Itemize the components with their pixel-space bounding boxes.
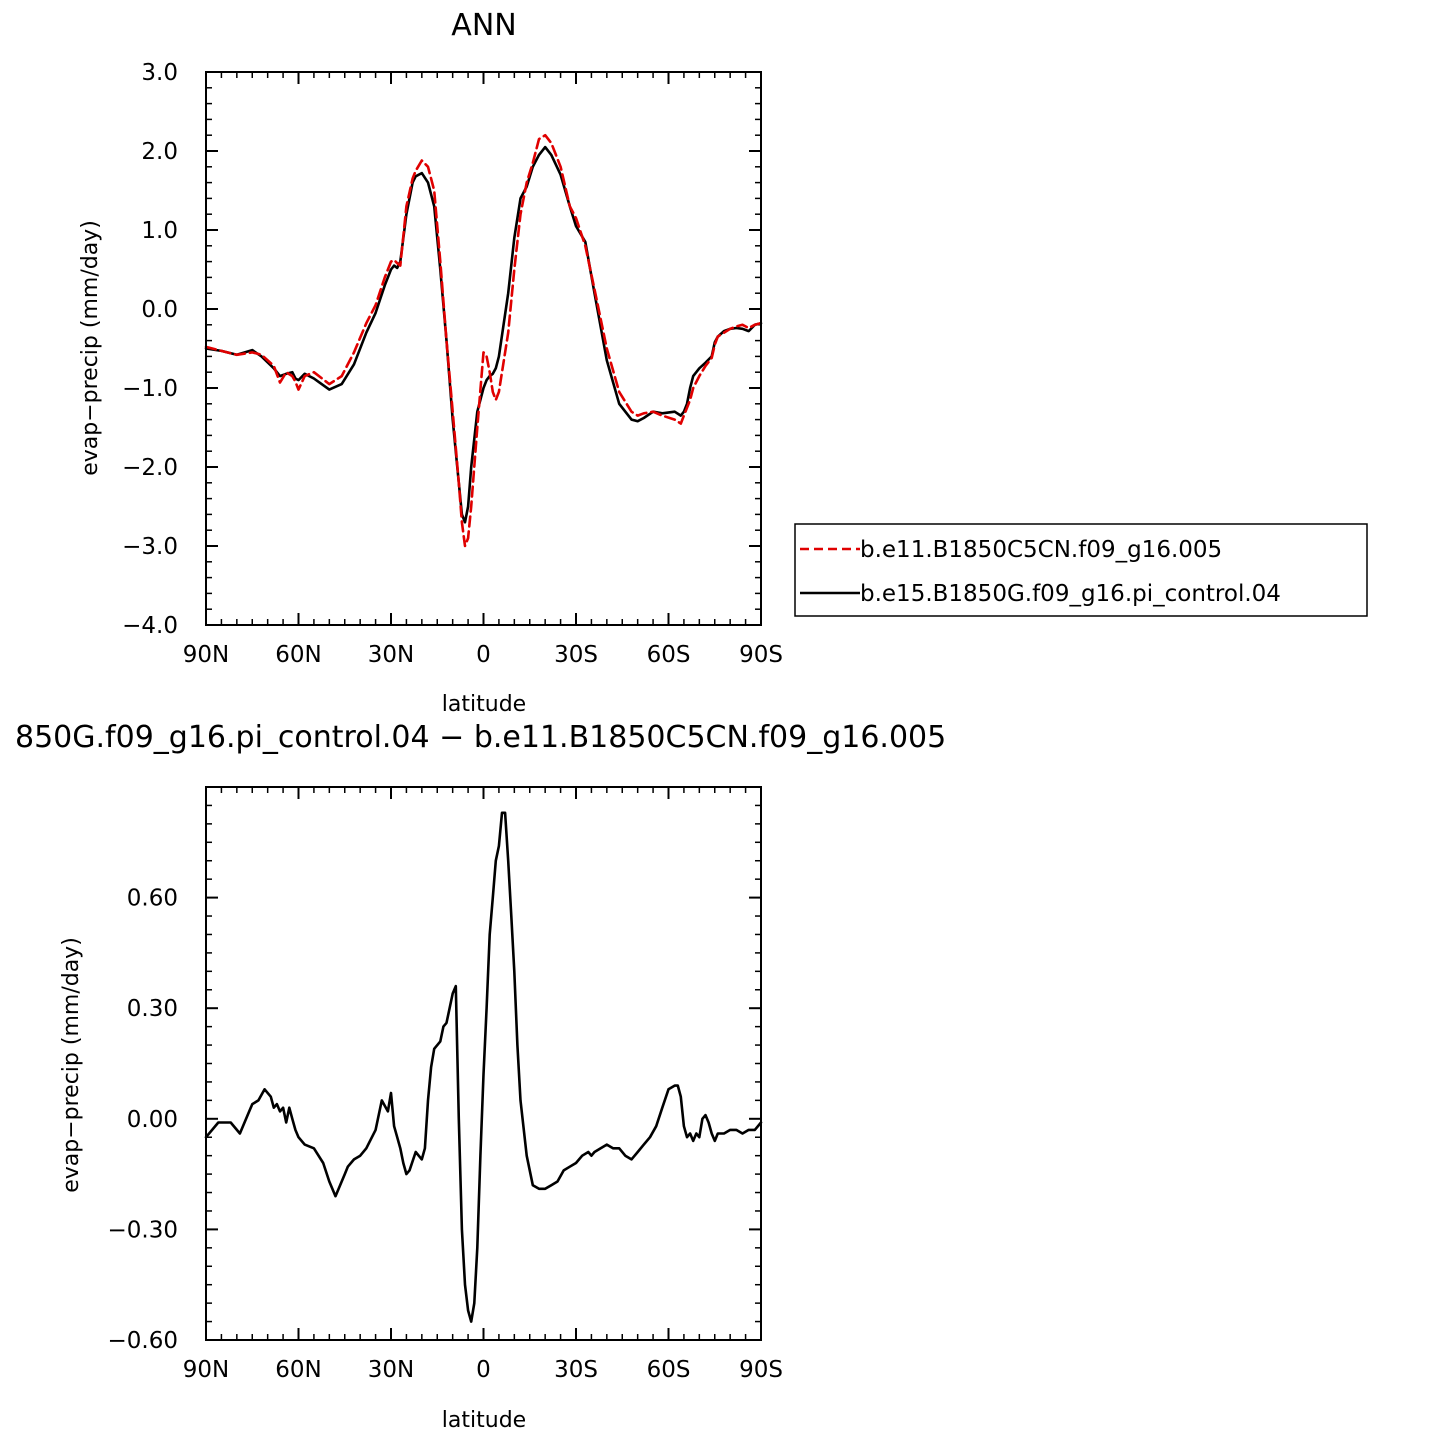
bottom-chart-title: 850G.f09_g16.pi_control.04 − b.e11.B1850… [15,720,946,755]
bottom-x-tick-labels: 90N 60N 30N 0 30S 60S 90S [183,1357,783,1383]
top-x-tick-labels: 90N 60N 30N 0 30S 60S 90S [183,642,783,668]
top-x-tick-label: 90N [183,642,229,668]
top-y-tick-label: −3.0 [122,534,178,560]
bottom-y-tick-label: 0.00 [127,1107,178,1133]
bottom-y-tick-label: −0.30 [108,1217,178,1243]
top-y-axis-label: evap−precip (mm/day) [78,220,103,476]
legend-box [794,523,1368,617]
bottom-y-tick-label: 0.30 [127,996,178,1022]
legend-entry-2: b.e15.B1850G.f09_g16.pi_control.04 [860,581,1281,607]
top-chart: ANN 90N 60N 30N 0 30S 60S 90S 3.0 2.0 1.0 0.0 −1.0… [78,8,783,717]
bottom-x-axis-label: latitude [442,1408,526,1433]
bottom-x-tick-label: 30N [368,1357,414,1383]
top-x-tick-label: 90S [739,642,783,668]
top-y-tick-label: −1.0 [122,376,178,402]
top-chart-series [204,133,763,548]
bottom-x-tick-label: 30S [554,1357,598,1383]
top-y-tick-label: −4.0 [122,613,178,639]
bottom-series-line-1 [204,811,763,1323]
top-x-tick-label: 30N [368,642,414,668]
bottom-chart-series [204,811,763,1323]
top-series-line-1 [204,133,763,548]
bottom-x-tick-label: 60S [647,1357,691,1383]
bottom-x-tick-label: 0 [476,1357,491,1383]
bottom-x-tick-label: 60N [275,1357,321,1383]
bottom-x-tick-label: 90S [739,1357,783,1383]
bottom-x-tick-label: 90N [183,1357,229,1383]
bottom-chart-frame [205,786,762,1341]
top-x-axis-label: latitude [442,692,526,717]
top-x-tick-label: 0 [476,642,491,668]
bottom-y-tick-label: 0.60 [127,886,178,912]
top-y-tick-label: 3.0 [141,60,178,86]
top-y-tick-labels: 3.0 2.0 1.0 0.0 −1.0 −2.0 −3.0 −4.0 [122,60,178,639]
top-y-tick-label: 2.0 [141,139,178,165]
top-y-tick-label: −2.0 [122,455,178,481]
bottom-y-tick-label: −0.60 [108,1328,178,1354]
top-y-tick-label: 1.0 [141,218,178,244]
top-chart-frame [205,71,762,626]
top-x-tick-label: 60N [275,642,321,668]
legend: b.e11.B1850C5CN.f09_g16.005 b.e15.B1850G… [794,523,1368,617]
top-x-tick-label: 30S [554,642,598,668]
top-chart-title: ANN [451,8,516,43]
bottom-y-axis-label: evap−precip (mm/day) [59,937,84,1193]
top-series-line-2 [204,145,763,524]
top-y-tick-label: 0.0 [141,297,178,323]
legend-entry-1: b.e11.B1850C5CN.f09_g16.005 [860,537,1222,563]
bottom-y-tick-labels: 0.60 0.30 0.00 −0.30 −0.60 [108,886,178,1354]
bottom-chart: 850G.f09_g16.pi_control.04 − b.e11.B1850… [15,720,946,1433]
top-chart-ticks [205,71,762,626]
top-x-tick-label: 60S [647,642,691,668]
